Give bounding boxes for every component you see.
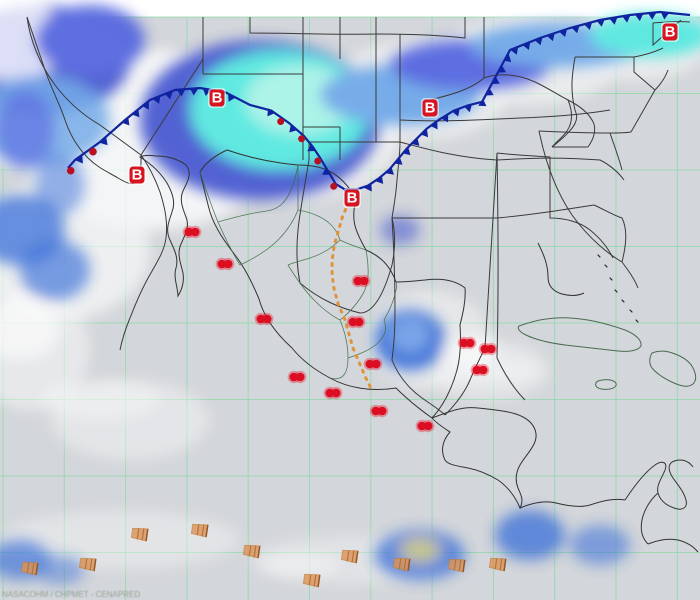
svg-text:NASACOHM / CHPMET - CENAPRED: NASACOHM / CHPMET - CENAPRED [2,590,140,599]
